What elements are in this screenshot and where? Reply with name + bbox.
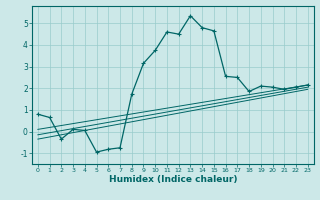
X-axis label: Humidex (Indice chaleur): Humidex (Indice chaleur) — [108, 175, 237, 184]
